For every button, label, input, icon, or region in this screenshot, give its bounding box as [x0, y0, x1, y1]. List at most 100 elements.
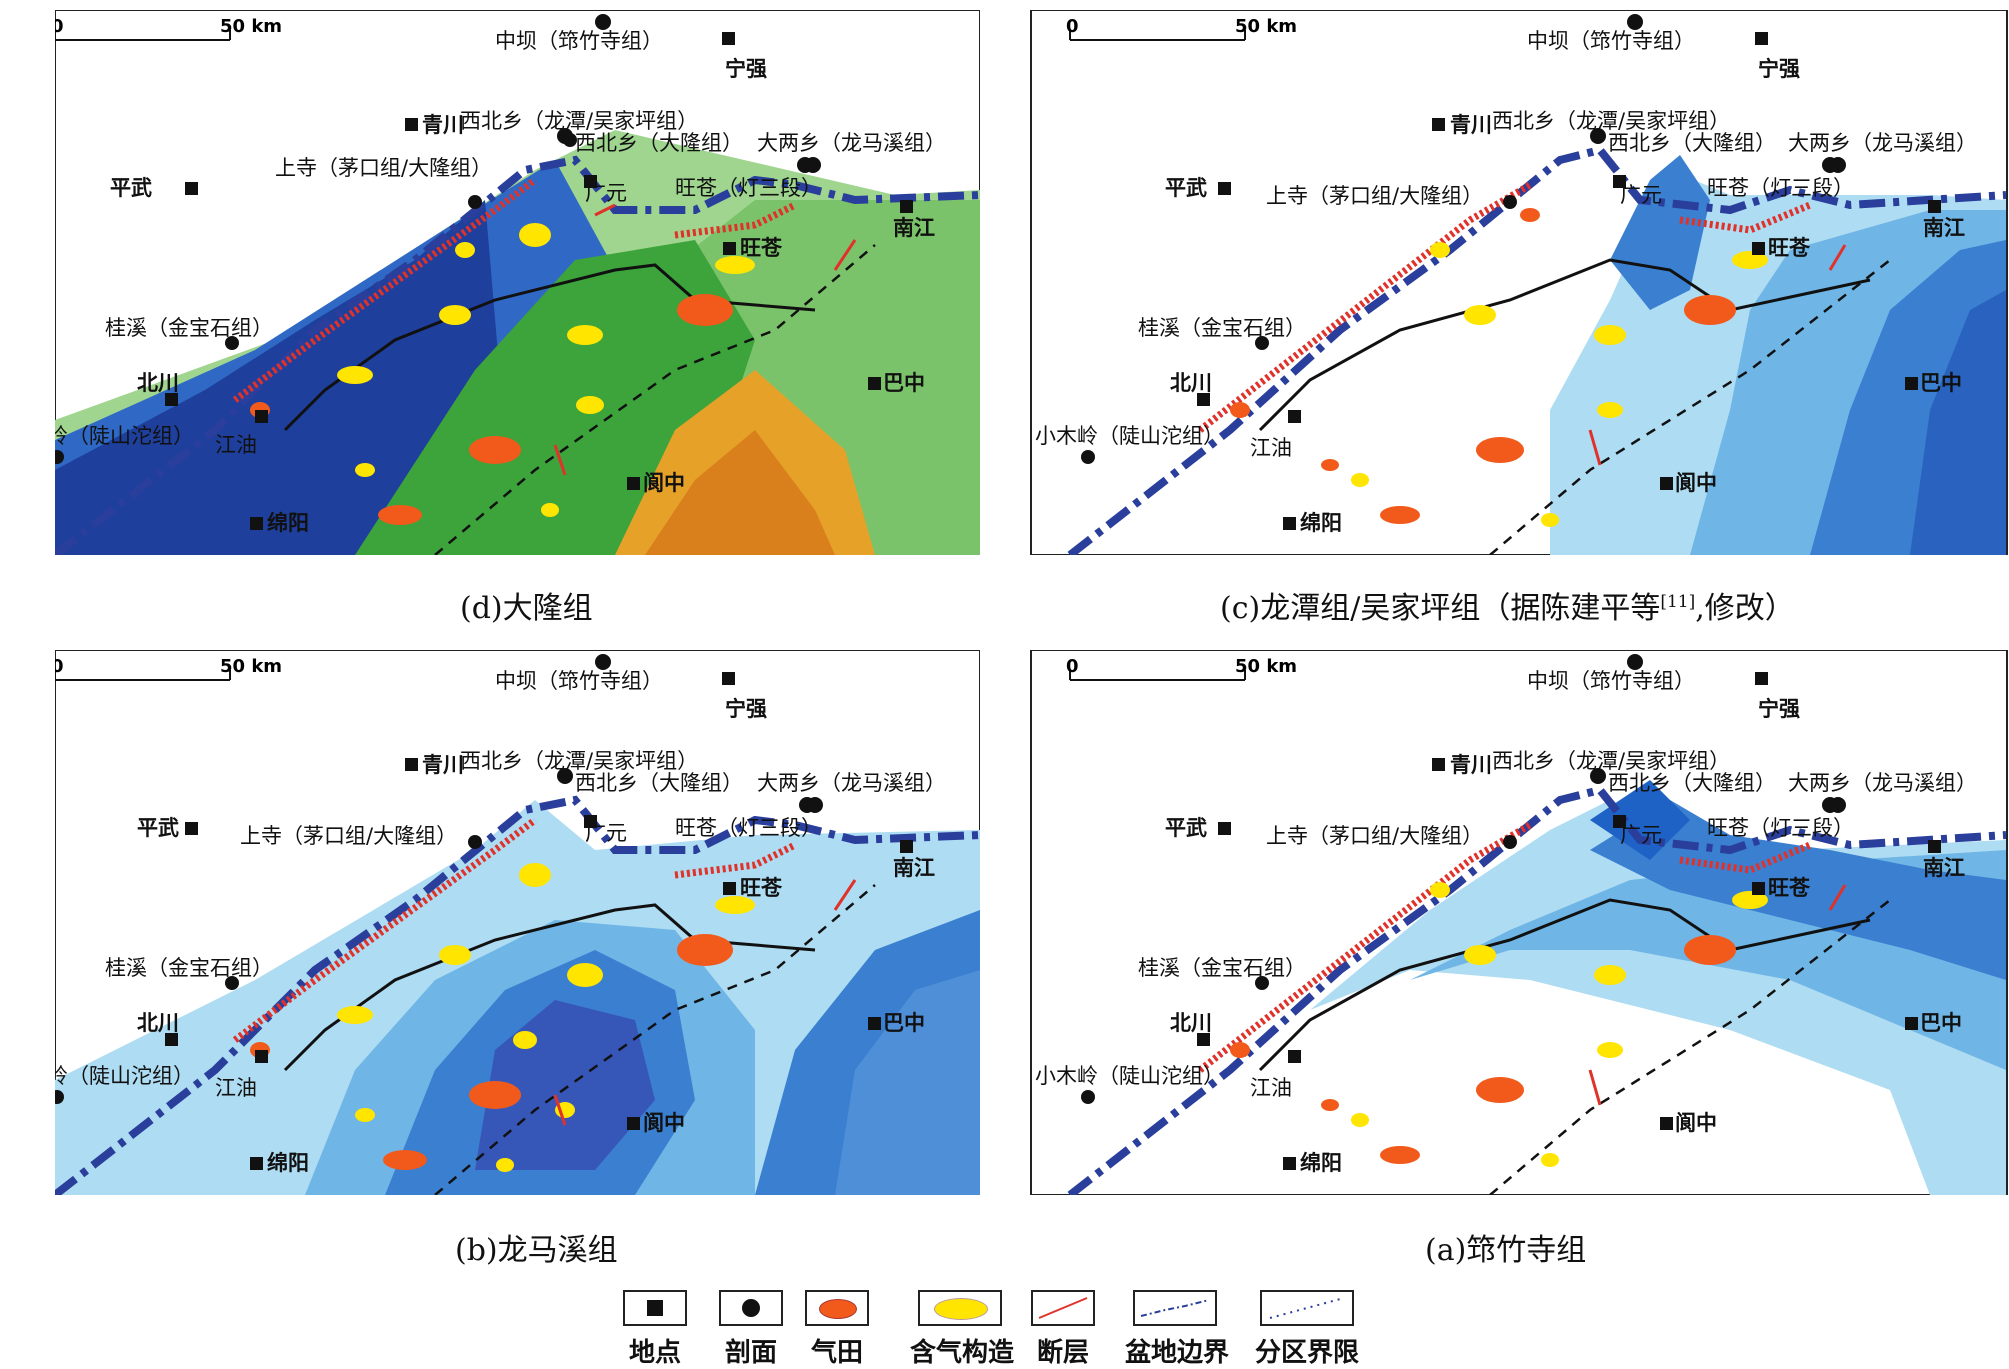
label-guangyuan: 广元 [585, 181, 627, 205]
markers [1081, 14, 1941, 530]
label-ningqiang: 宁强 [725, 697, 767, 721]
scale-zero: 0 [55, 16, 64, 37]
label-xibei-lt: 西北乡（龙潭/吴家坪组） [1492, 109, 1730, 133]
label-pingwu: 平武 [137, 816, 179, 840]
label-qingchuan: 青川 [1450, 753, 1492, 777]
map-panel-c: 0 50 km 中坝（筇竹寺组） 宁强 青川 西北乡（龙潭/吴家坪组） 西北乡（… [1030, 10, 2009, 555]
label-jiangyou: 江油 [1250, 1076, 1292, 1100]
label-daliang: 大两乡（龙马溪组） [1788, 771, 1977, 795]
label-zhongba: 中坝（筇竹寺组） [1527, 669, 1695, 693]
label-nanjiang: 南江 [893, 216, 935, 240]
fault-belt [232, 177, 538, 403]
label-guixi: 桂溪（金宝石组） [105, 956, 273, 980]
label-bazhong: 巴中 [883, 1011, 925, 1035]
label-xibei-lt: 西北乡（龙潭/吴家坪组） [460, 749, 698, 773]
legend-item-zone-boundary: 分区界限 [1252, 1290, 1362, 1369]
map-c-svg: 0 50 km 中坝（筇竹寺组） 宁强 青川 西北乡（龙潭/吴家坪组） 西北乡（… [1030, 10, 2008, 555]
label-qingchuan: 青川 [422, 753, 464, 777]
label-wangcang-d3: 旺苍（灯三段） [675, 816, 822, 840]
legend-item-gasfield: 气田 [802, 1290, 872, 1369]
label-xibei-dl: 西北乡（大隆组） [1608, 771, 1776, 795]
markers [55, 654, 913, 1170]
scale-zero: 0 [55, 656, 64, 677]
label-langzhong: 阆中 [643, 471, 685, 495]
map-panel-a: 0 50 km 中坝（筇竹寺组） 宁强 青川 西北乡（龙潭/吴家坪组） 西北乡（… [1030, 650, 2009, 1195]
label-daliang: 大两乡（龙马溪组） [757, 131, 946, 155]
scale-zero: 0 [1066, 656, 1079, 677]
black-dotted-icon [1260, 1290, 1354, 1326]
scale-km: 50 km [220, 16, 282, 37]
label-bazhong: 巴中 [1920, 1011, 1962, 1035]
orange-ellipse-icon [805, 1290, 869, 1326]
label-xibei-lt: 西北乡（龙潭/吴家坪组） [1492, 749, 1730, 773]
label-pingwu: 平武 [1165, 176, 1207, 200]
label-nanjiang: 南江 [893, 856, 935, 880]
label-shangsi: 上寺（茅口组/大隆组） [240, 824, 457, 848]
label-guixi: 桂溪（金宝石组） [1138, 956, 1306, 980]
label-jiangyou: 江油 [215, 433, 257, 457]
yellow-ellipse-icon [918, 1290, 1002, 1326]
label-xibei-lt: 西北乡（龙潭/吴家坪组） [460, 109, 698, 133]
label-nanjiang: 南江 [1923, 856, 1965, 880]
caption-c: (c)龙潭组/吴家坪组（据陈建平等[11],修改） [1220, 583, 1795, 627]
label-jiangyou: 江油 [215, 1076, 257, 1100]
label-guixi: 桂溪（金宝石组） [105, 316, 273, 340]
label-jiangyou: 江油 [1250, 436, 1292, 460]
label-nanjiang: 南江 [1923, 216, 1965, 240]
legend-item-section: 剖面 [716, 1290, 786, 1369]
label-xiaomuling: 小木岭（陡山沱组） [1035, 1064, 1224, 1088]
label-wangcang-d3: 旺苍（灯三段） [675, 176, 822, 200]
legend-item-gas-structure: 含气构造 [910, 1290, 1015, 1369]
label-xiaomuling: 小木岭（陡山沱组） [55, 1064, 194, 1088]
legend-label: 含气构造 [910, 1338, 1015, 1368]
legend-label: 地点 [628, 1338, 681, 1368]
label-shangsi: 上寺（茅口组/大隆组） [275, 156, 492, 180]
label-mianyang: 绵阳 [1300, 511, 1342, 535]
label-shangsi: 上寺（茅口组/大隆组） [1266, 184, 1483, 208]
square-icon [623, 1290, 687, 1326]
legend-label: 盆地边界 [1125, 1338, 1230, 1368]
label-wangcang: 旺苍 [1768, 236, 1811, 260]
label-xibei-dl: 西北乡（大隆组） [1608, 131, 1776, 155]
label-ningqiang: 宁强 [1758, 697, 1800, 721]
label-guangyuan: 广元 [1620, 183, 1662, 207]
label-guangyuan: 广元 [1620, 823, 1662, 847]
label-daliang: 大两乡（龙马溪组） [1788, 131, 1977, 155]
label-wangcang-d3: 旺苍（灯三段） [1707, 816, 1854, 840]
map-d-svg: 0 50 km 中坝（筇竹寺组） 宁强 青川 西北乡（龙潭/吴家坪组） 西北乡（… [55, 10, 980, 555]
label-guangyuan: 广元 [585, 821, 627, 845]
legend-label: 分区界限 [1254, 1338, 1359, 1368]
label-qingchuan: 青川 [1450, 113, 1492, 137]
caption-d: (d)大隆组 [460, 591, 593, 626]
red-line-icon [1031, 1290, 1095, 1326]
label-beichuan: 北川 [1170, 1011, 1212, 1035]
label-mianyang: 绵阳 [267, 1151, 309, 1175]
markers [55, 14, 913, 530]
label-pingwu: 平武 [110, 176, 152, 200]
map-panel-d: 0 50 km 中坝（筇竹寺组） 宁强 青川 西北乡（龙潭/吴家坪组） 西北乡（… [55, 10, 980, 555]
label-zhongba: 中坝（筇竹寺组） [495, 669, 663, 693]
label-beichuan: 北川 [1170, 371, 1212, 395]
caption-a: (a)筇竹寺组 [1425, 1233, 1587, 1268]
label-shangsi: 上寺（茅口组/大隆组） [1266, 824, 1483, 848]
scale-km: 50 km [220, 656, 282, 677]
label-beichuan: 北川 [137, 1011, 179, 1035]
label-xibei-dl: 西北乡（大隆组） [575, 131, 743, 155]
label-daliang: 大两乡（龙马溪组） [757, 771, 946, 795]
label-bazhong: 巴中 [883, 371, 925, 395]
label-zhongba: 中坝（筇竹寺组） [1527, 29, 1695, 53]
label-wangcang: 旺苍 [1768, 876, 1811, 900]
circle-icon [719, 1290, 783, 1326]
map-panel-b: 0 50 km 中坝（筇竹寺组） 宁强 青川 西北乡（龙潭/吴家坪组） 西北乡（… [55, 650, 980, 1195]
legend-item-location: 地点 [620, 1290, 690, 1369]
label-mianyang: 绵阳 [1300, 1151, 1342, 1175]
label-langzhong: 阆中 [643, 1111, 685, 1135]
label-qingchuan: 青川 [422, 113, 464, 137]
label-xibei-dl: 西北乡（大隆组） [575, 771, 743, 795]
label-wangcang: 旺苍 [740, 236, 783, 260]
map-b-svg: 0 50 km 中坝（筇竹寺组） 宁强 青川 西北乡（龙潭/吴家坪组） 西北乡（… [55, 650, 980, 1195]
legend-item-basin-boundary: 盆地边界 [1125, 1290, 1230, 1369]
label-langzhong: 阆中 [1675, 471, 1717, 495]
scale-km: 50 km [1235, 16, 1297, 37]
caption-c-ref: [11] [1660, 592, 1696, 612]
